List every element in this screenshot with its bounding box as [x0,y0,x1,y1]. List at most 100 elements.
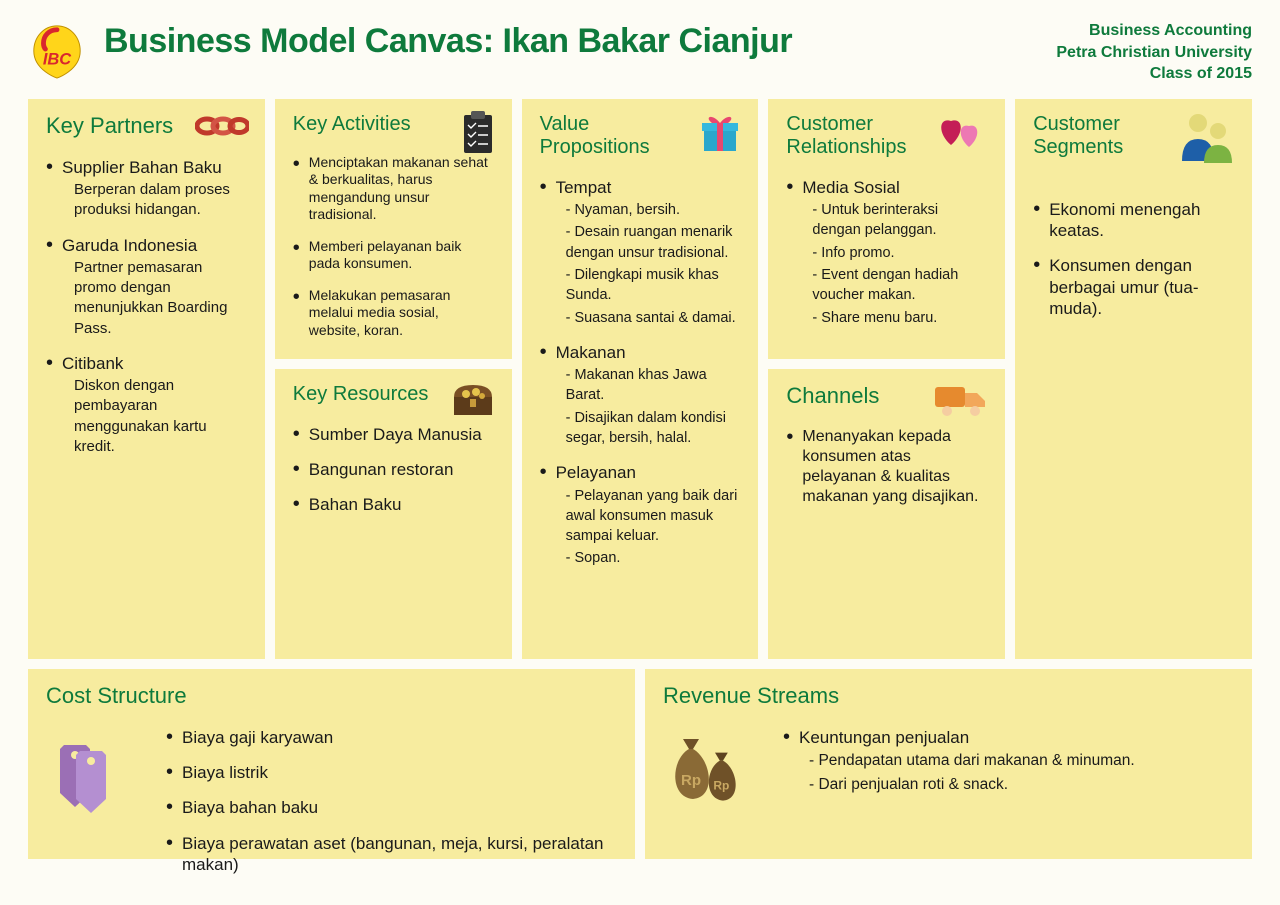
item-list: Supplier Bahan BakuBerperan dalam proses… [46,157,247,457]
item-sub: - Pendapatan utama dari makanan & minuma… [783,750,1234,772]
list-item: Bangunan restoran [293,459,494,480]
item-head: Menanyakan kepada konsumen atas pelayana… [786,427,987,507]
header-line-2: Petra Christian University [1056,42,1252,64]
list-item: Bahan Baku [293,494,494,515]
cell-title: Revenue Streams [663,683,1234,709]
list-item: Supplier Bahan BakuBerperan dalam proses… [46,157,247,221]
list-item: Melakukan pemasaran melalui media sosial… [293,287,494,340]
channels-cell: Channels Menanyakan kepada konsumen atas… [768,369,1005,659]
item-head: Konsumen dengan berbagai umur (tua-muda)… [1033,255,1234,319]
customer-segments-cell: Customer Segments Ekonomi menengah keata… [1015,99,1252,659]
header-line-3: Class of 2015 [1056,63,1252,85]
item-head: Biaya bahan baku [166,797,617,818]
list-item: CitibankDiskon dengan pembayaran menggun… [46,353,247,457]
truck-icon [933,381,989,424]
item-sub: - Dilengkapi musik khas Sunda. [540,265,741,306]
item-sub: - Disajikan dalam kondisi segar, bersih,… [540,408,741,449]
chest-icon [450,381,496,424]
svg-text:IBC: IBC [43,51,72,69]
page-title: Business Model Canvas: Ikan Bakar Cianju… [104,18,1056,61]
tags-icon [46,727,166,889]
item-head: Pelayanan [540,462,741,483]
list-item: Keuntungan penjualan - Pendapatan utama … [783,727,1234,796]
cost-structure-cell: Cost Structure Biaya gaji karyawan Biaya… [28,669,635,859]
hearts-icon [935,111,989,156]
cell-title: Cost Structure [46,683,617,709]
item-head: Supplier Bahan Baku [46,157,247,178]
clipboard-icon [460,111,496,160]
item-sub: - Suasana santai & damai. [540,308,741,328]
item-head: Makanan [540,342,741,363]
item-sub: - Makanan khas Jawa Barat. [540,365,741,406]
header-line-1: Business Accounting [1056,20,1252,42]
item-head: Keuntungan penjualan [783,727,1234,748]
item-head: Bangunan restoran [293,459,494,480]
bmc-canvas: Key Partners Supplier Bahan BakuBerperan… [28,99,1252,859]
item-desc: Diskon dengan pembayaran menggunakan kar… [46,376,247,457]
cell-title: Customer Segments [1033,113,1153,159]
list-item: Ekonomi menengah keatas. [1033,199,1234,242]
list-item: Biaya gaji karyawan [166,727,617,748]
list-item: Biaya listrik [166,762,617,783]
people-icon [1176,111,1236,168]
list-item: Sumber Daya Manusia [293,424,494,445]
item-sub: - Info promo. [786,243,987,263]
moneybag-icon: Rp Rp [663,727,783,822]
item-sub: - Share menu baru. [786,308,987,328]
item-list: Tempat - Nyaman, bersih. - Desain ruanga… [540,177,741,569]
item-sub: - Event dengan hadiah voucher makan. [786,265,987,306]
item-head: Biaya perawatan aset (bangunan, meja, ku… [166,833,617,876]
item-sub: - Dari penjualan roti & snack. [783,774,1234,796]
revenue-streams-cell: Revenue Streams Rp Rp Keuntungan penjuala… [645,669,1252,859]
cell-title: Customer Relationships [786,113,926,159]
svg-text:Rp: Rp [713,778,729,792]
item-list: Biaya gaji karyawan Biaya listrik Biaya … [166,727,617,889]
list-item: Makanan - Makanan khas Jawa Barat. - Dis… [540,342,741,448]
gift-icon [698,111,742,160]
item-sub: - Nyaman, bersih. [540,200,741,220]
item-head: Menciptakan makanan sehat & berkualitas,… [293,154,494,224]
header: IBC Business Model Canvas: Ikan Bakar Ci… [28,18,1252,85]
list-item: Biaya bahan baku [166,797,617,818]
item-head: Sumber Daya Manusia [293,424,494,445]
chain-icon [195,111,249,146]
item-head: Ekonomi menengah keatas. [1033,199,1234,242]
header-meta: Business Accounting Petra Christian Univ… [1056,18,1252,85]
customer-relationships-cell: Customer Relationships Media Sosial - Un… [768,99,1005,359]
list-item: Konsumen dengan berbagai umur (tua-muda)… [1033,255,1234,319]
item-list: Keuntungan penjualan - Pendapatan utama … [783,727,1234,822]
item-list: Media Sosial - Untuk berinteraksi dengan… [786,177,987,328]
list-item: Biaya perawatan aset (bangunan, meja, ku… [166,833,617,876]
item-list: Menciptakan makanan sehat & berkualitas,… [293,154,494,340]
key-activities-cell: Key Activities Menciptakan makanan sehat… [275,99,512,359]
item-head: Tempat [540,177,741,198]
item-head: Melakukan pemasaran melalui media sosial… [293,287,494,340]
item-sub: - Untuk berinteraksi dengan pelanggan. [786,200,987,241]
item-sub: - Pelayanan yang baik dari awal konsumen… [540,486,741,547]
item-head: Citibank [46,353,247,374]
list-item: Menanyakan kepada konsumen atas pelayana… [786,427,987,507]
item-head: Memberi pelayanan baik pada konsumen. [293,238,494,273]
item-desc: Partner pemasaran promo dengan menunjukk… [46,258,247,339]
key-partners-cell: Key Partners Supplier Bahan BakuBerperan… [28,99,265,659]
item-head: Biaya gaji karyawan [166,727,617,748]
list-item: Memberi pelayanan baik pada konsumen. [293,238,494,273]
item-list: Ekonomi menengah keatas. Konsumen dengan… [1033,199,1234,319]
value-propositions-cell: Value Propositions Tempat - Nyaman, bers… [522,99,759,659]
item-head: Bahan Baku [293,494,494,515]
item-sub: - Sopan. [540,548,741,568]
svg-text:Rp: Rp [681,772,701,789]
list-item: Media Sosial - Untuk berinteraksi dengan… [786,177,987,328]
cell-title: Value Propositions [540,113,670,159]
item-desc: Berperan dalam proses produksi hidangan. [46,180,247,221]
item-list: Sumber Daya Manusia Bangunan restoran Ba… [293,424,494,516]
item-head: Garuda Indonesia [46,235,247,256]
list-item: Pelayanan - Pelayanan yang baik dari awa… [540,462,741,568]
item-sub: - Desain ruangan menarik dengan unsur tr… [540,222,741,263]
item-head: Biaya listrik [166,762,617,783]
item-list: Menanyakan kepada konsumen atas pelayana… [786,427,987,507]
ibc-logo: IBC [28,22,86,80]
list-item: Menciptakan makanan sehat & berkualitas,… [293,154,494,224]
key-resources-cell: Key Resources Sumber Daya Manusia Bangun… [275,369,512,659]
list-item: Garuda IndonesiaPartner pemasaran promo … [46,235,247,339]
